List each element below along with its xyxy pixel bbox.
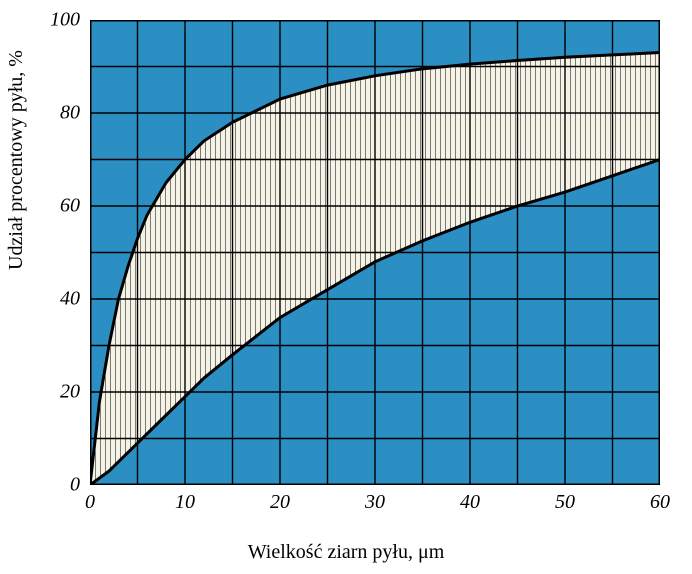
y-tick-label: 80 bbox=[60, 102, 90, 125]
x-tick-label: 40 bbox=[460, 485, 480, 514]
chart-svg bbox=[90, 20, 660, 485]
plot-area: 0204060801000102030405060 bbox=[90, 20, 660, 485]
x-tick-label: 50 bbox=[555, 485, 575, 514]
y-tick-label: 40 bbox=[60, 288, 90, 311]
y-axis-label: Udział procentowy pyłu, % bbox=[5, 50, 28, 270]
x-tick-label: 0 bbox=[85, 485, 95, 514]
y-tick-label: 20 bbox=[60, 381, 90, 404]
x-tick-label: 10 bbox=[175, 485, 195, 514]
x-axis-label: Wielkość ziarn pyłu, μm bbox=[0, 541, 692, 564]
y-tick-label: 60 bbox=[60, 195, 90, 218]
x-tick-label: 60 bbox=[650, 485, 670, 514]
y-tick-label: 100 bbox=[50, 9, 90, 32]
x-tick-label: 30 bbox=[365, 485, 385, 514]
x-tick-label: 20 bbox=[270, 485, 290, 514]
